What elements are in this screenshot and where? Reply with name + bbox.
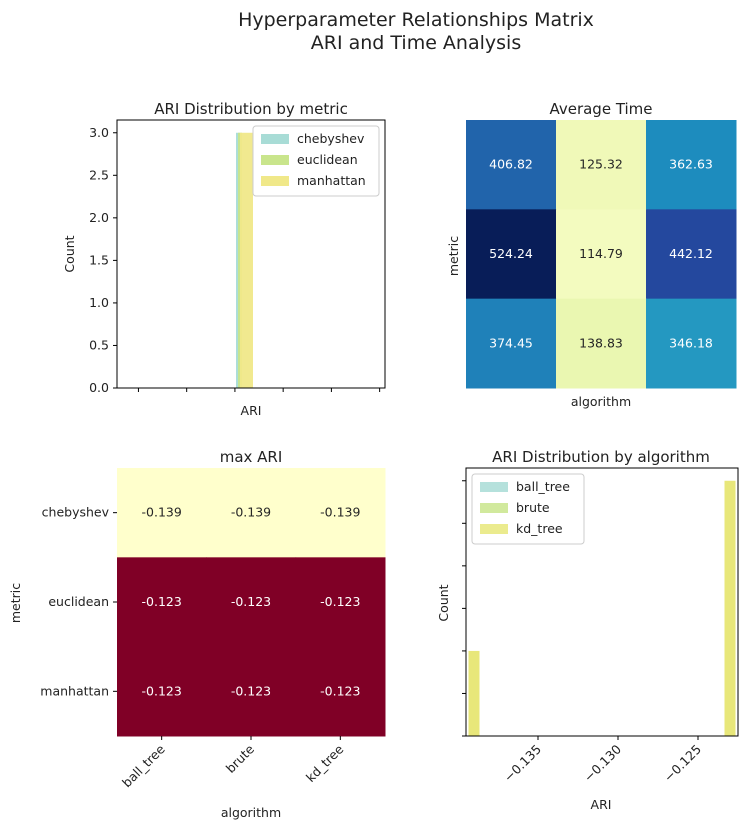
p3-cell-label: -0.123: [320, 594, 360, 609]
panel-ari-by-metric: ARI Distribution by metric ARI Count 0.0…: [62, 100, 386, 418]
p2-cell-label: 374.45: [489, 335, 533, 350]
p1-ytick-label: 2.0: [89, 210, 109, 225]
p1-legend-label-euclidean: euclidean: [297, 152, 358, 167]
p4-title: ARI Distribution by algorithm: [492, 448, 710, 466]
p3-row-label: chebyshev: [42, 505, 110, 520]
p3-cell-label: -0.123: [142, 683, 182, 698]
p3-cell: [295, 468, 386, 558]
p1-ytick-label: 1.5: [89, 252, 109, 267]
p4-bar-kd_tree: [724, 480, 736, 736]
p1-legend-swatch-euclidean: [261, 155, 289, 165]
p1-ytick-label: 3.0: [89, 125, 109, 140]
p3-row-label: manhattan: [40, 683, 109, 698]
p2-cell: [466, 209, 557, 300]
p4-legend-swatch-kd_tree: [480, 524, 508, 534]
panel-ari-by-algorithm: ARI Distribution by algorithm −0.135 −0.1…: [436, 448, 739, 812]
p2-cell: [556, 209, 647, 300]
p3-cell-label: -0.123: [231, 683, 271, 698]
p2-cell-label: 138.83: [579, 335, 623, 350]
p2-cell: [646, 209, 737, 300]
p2-cell-label: 346.18: [669, 335, 713, 350]
p1-xlabel: ARI: [241, 403, 262, 418]
p3-col-label: kd_tree: [303, 741, 347, 785]
p2-cell: [646, 298, 737, 389]
p3-cell-label: -0.123: [231, 594, 271, 609]
p3-cell: [295, 646, 386, 737]
p2-cell-label: 406.82: [489, 157, 533, 172]
p2-cell-label: 114.79: [579, 246, 623, 261]
p1-ytick-label: 0.0: [89, 380, 109, 395]
p4-axes-frame: [465, 467, 739, 737]
p1-axes-frame: [116, 119, 386, 389]
p4-legend-label-brute: brute: [516, 500, 550, 515]
p4-xtick-label: −0.130: [581, 741, 624, 784]
p1-bar-manhattan: [240, 132, 253, 388]
p2-cell-label: 442.12: [669, 246, 713, 261]
p4-legend-swatch-brute: [480, 503, 508, 513]
p1-title: ARI Distribution by metric: [154, 100, 348, 118]
p4-xtick-label: −0.125: [661, 742, 704, 785]
p1-ylabel: Count: [62, 235, 77, 272]
p1-legend-swatch-manhattan: [261, 176, 289, 186]
p2-xlabel: algorithm: [571, 394, 631, 409]
p2-cell: [556, 298, 647, 389]
p4-ylabel: Count: [436, 584, 451, 621]
p3-cell-label: -0.123: [142, 594, 182, 609]
p1-legend-label-manhattan: manhattan: [297, 173, 366, 188]
p4-legend-swatch-ball_tree: [480, 482, 508, 492]
p3-xlabel: algorithm: [221, 805, 281, 820]
p1-ytick-label: 1.0: [89, 295, 109, 310]
p3-col-label: ball_tree: [119, 741, 168, 790]
p3-cell-label: -0.139: [320, 505, 360, 520]
p3-cell: [206, 646, 297, 737]
p4-legend-label-kd_tree: kd_tree: [516, 521, 563, 536]
p3-title: max ARI: [220, 448, 283, 466]
p2-cell-label: 524.24: [489, 246, 533, 261]
figure-title-line2: ARI and Time Analysis: [311, 32, 521, 54]
p3-cell: [117, 468, 207, 558]
p3-cell: [206, 557, 297, 648]
p4-xtick-label: −0.135: [501, 742, 544, 785]
p3-cell-label: -0.123: [320, 683, 360, 698]
p2-cell: [556, 120, 647, 210]
panel-max-ari: max ARI -0.139 -0.139 -0.139 -0.123 -0.123 -0…: [8, 448, 386, 820]
p2-cell-label: 362.63: [669, 157, 713, 172]
p2-cell: [466, 298, 557, 389]
p1-legend-swatch-chebyshev: [261, 134, 289, 144]
figure-title-line1: Hyperparameter Relationships Matrix: [238, 9, 594, 31]
p2-cell: [466, 120, 557, 210]
p3-cell: [117, 557, 207, 648]
p1-legend: chebyshev euclidean manhattan: [252, 125, 380, 197]
p4-xlabel: ARI: [591, 797, 612, 812]
p2-cell-label: 125.32: [579, 157, 623, 172]
p3-cell: [295, 557, 386, 648]
p2-title: Average Time: [549, 100, 652, 118]
p3-col-label: brute: [223, 741, 258, 776]
p1-ytick-label: 0.5: [89, 337, 109, 352]
p2-ylabel: metric: [446, 236, 461, 276]
p1-legend-label-chebyshev: chebyshev: [297, 131, 365, 146]
p3-cell: [206, 468, 297, 558]
p3-cell-label: -0.139: [231, 505, 271, 520]
p4-bar-kd_tree: [468, 650, 480, 736]
p1-ytick-label: 2.5: [89, 167, 109, 182]
p3-row-label: euclidean: [48, 594, 109, 609]
p2-cell: [646, 120, 737, 210]
p3-ylabel: metric: [8, 583, 23, 623]
p3-cell: [117, 646, 207, 737]
p3-cell-label: -0.139: [142, 505, 182, 520]
p4-legend-label-ball_tree: ball_tree: [516, 479, 570, 494]
panel-average-time: Average Time 406.82 125.32 362.63 524.24 114…: [446, 100, 737, 409]
